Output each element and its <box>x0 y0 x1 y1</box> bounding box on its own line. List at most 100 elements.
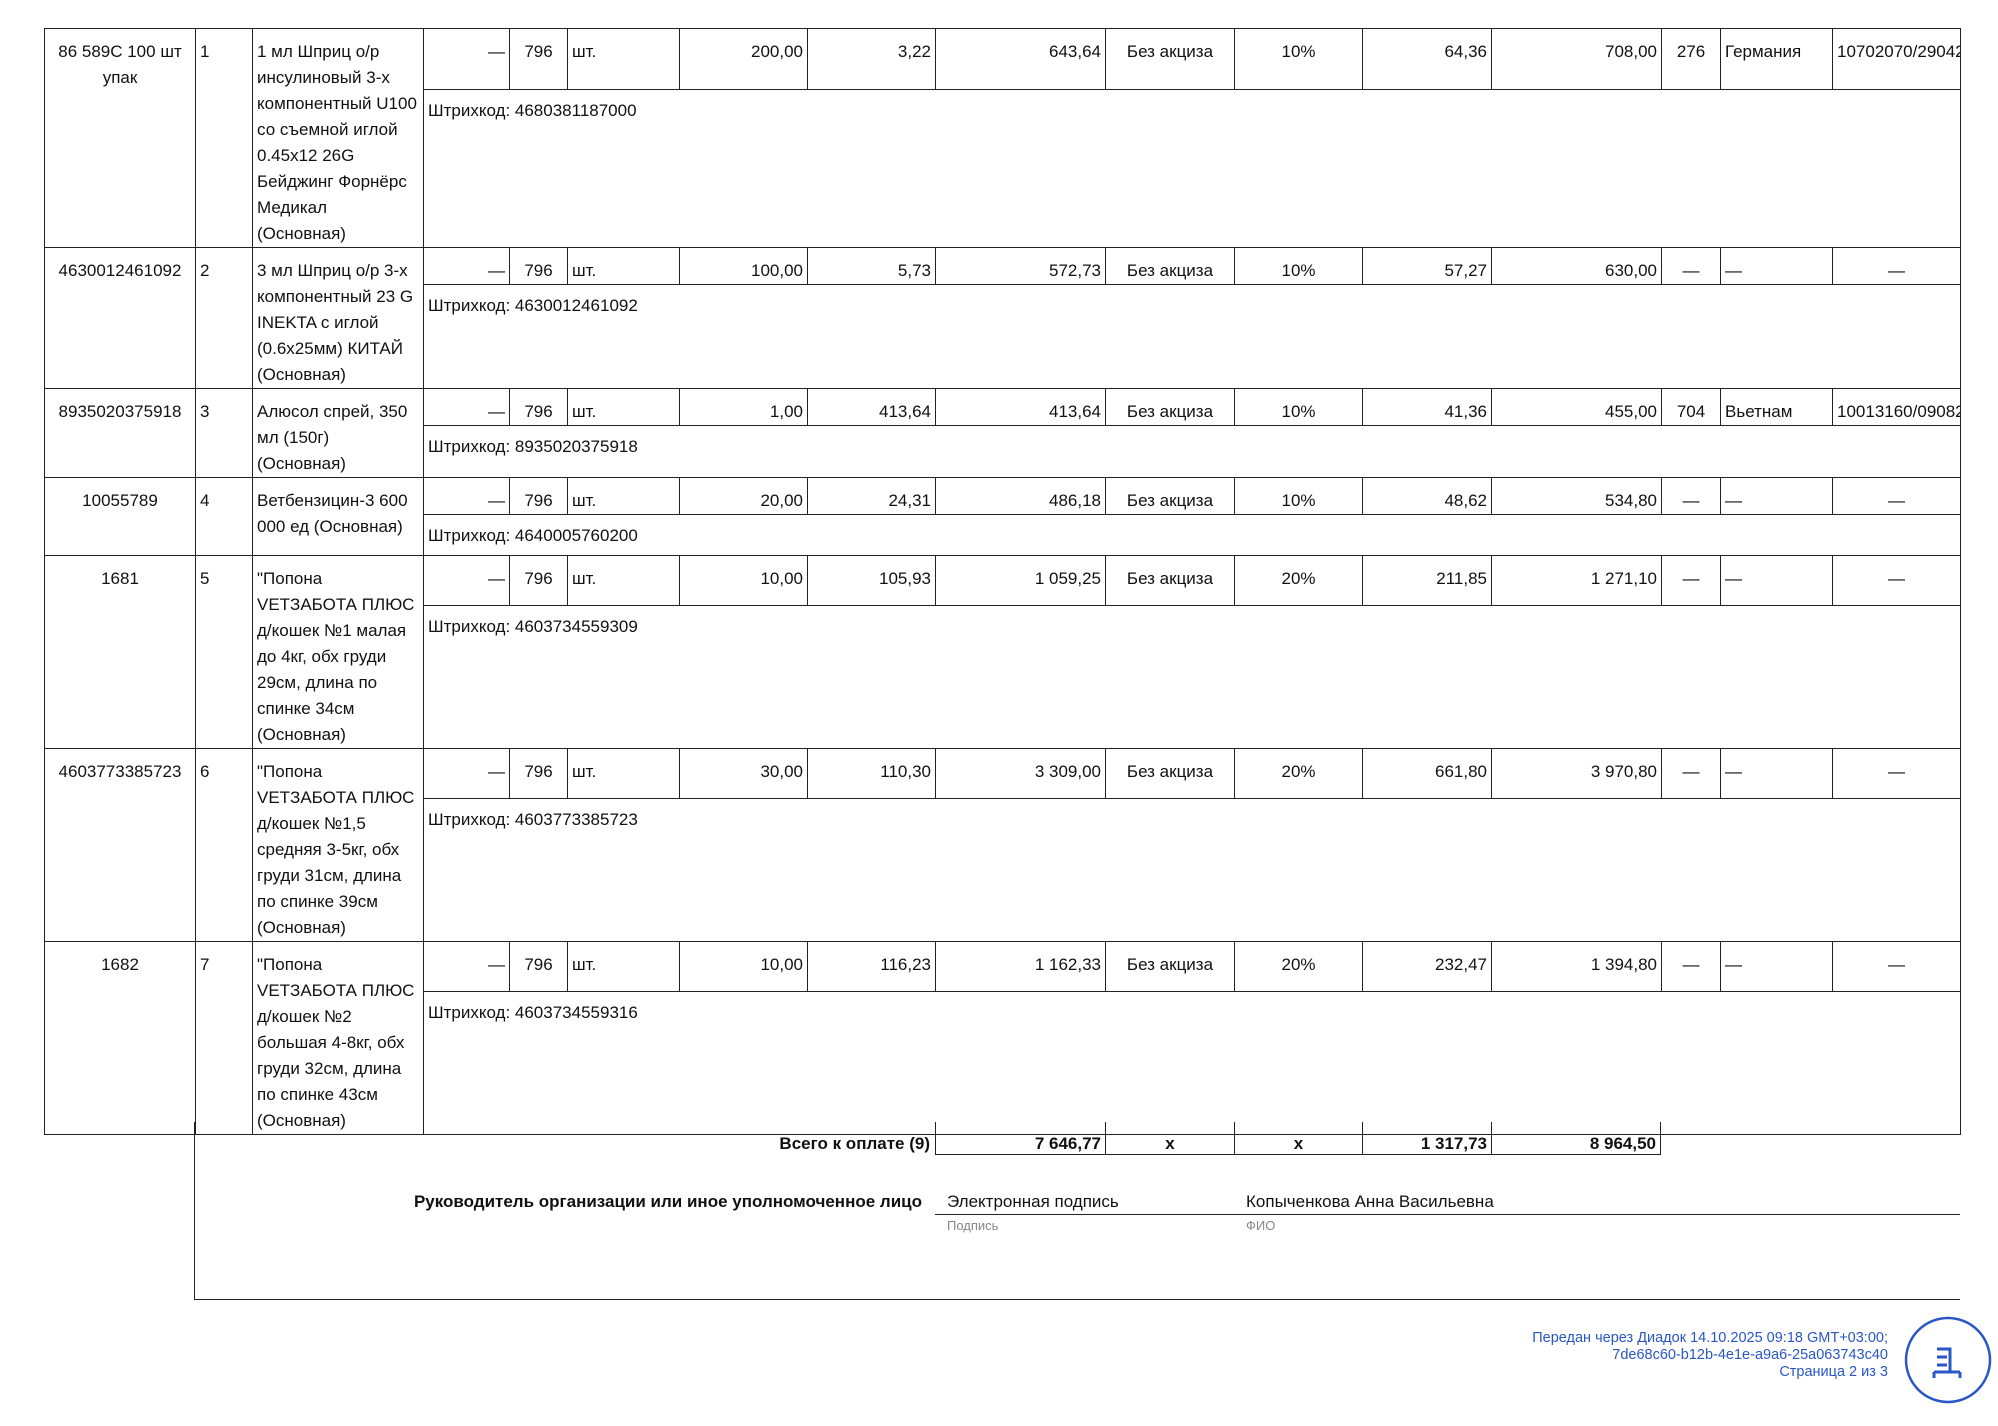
tax-amount: 57,27 <box>1362 247 1492 285</box>
country-code: — <box>1661 247 1721 285</box>
product-name: "Попона VETЗАБОТА ПЛЮС д/кошек №1,5 сред… <box>252 748 424 942</box>
barcode: Штрихкод: 4603734559316 <box>423 991 1961 1135</box>
row-number: 7 <box>195 941 253 1135</box>
totals-tax: 1 317,73 <box>1362 1122 1491 1155</box>
quantity: 100,00 <box>679 247 808 285</box>
excise: Без акциза <box>1105 477 1235 515</box>
country-code: 276 <box>1661 27 1721 91</box>
quantity: 200,00 <box>679 27 808 91</box>
total-with-tax: 3 970,80 <box>1491 747 1662 800</box>
price: 116,23 <box>807 940 936 993</box>
row-number: 4 <box>195 477 253 556</box>
country: Вьетнам <box>1720 388 1833 426</box>
barcode-row: Штрихкод: 4640005760200 <box>45 514 1961 556</box>
excise: Без акциза <box>1105 554 1235 607</box>
quantity: 20,00 <box>679 477 808 515</box>
section-border-left <box>194 1122 195 1300</box>
country-code: — <box>1661 940 1721 993</box>
tax-rate: 10% <box>1234 247 1363 285</box>
section-border-bottom <box>194 1299 1960 1300</box>
unit-code: 796 <box>509 27 568 91</box>
product-code: 8935020375918 <box>44 388 196 478</box>
country: — <box>1720 477 1833 515</box>
unit-code: 796 <box>509 477 568 515</box>
country-code: 704 <box>1661 388 1721 426</box>
customs-declaration: 10702070/290425/5143196 <box>1832 27 1961 91</box>
table-row: 10055789 4 Ветбензицин-3 600 000 ед (Основ… <box>44 477 1961 556</box>
unit-code: 796 <box>509 940 568 993</box>
price: 110,30 <box>807 747 936 800</box>
product-name: "Попона VETЗАБОТА ПЛЮС д/кошек №2 больша… <box>252 941 424 1135</box>
quantity: 10,00 <box>679 554 808 607</box>
diadoc-logo-icon <box>1903 1315 1993 1405</box>
country: — <box>1720 247 1833 285</box>
totals-total: 8 964,50 <box>1491 1122 1661 1155</box>
product-name: 3 мл Шприц о/р 3-х компонентный 23 G INE… <box>252 247 424 389</box>
cost-without-tax: 413,64 <box>935 388 1106 426</box>
product-code: 1681 <box>44 555 196 749</box>
product-code: 4603773385723 <box>44 748 196 942</box>
unit-code: 796 <box>509 554 568 607</box>
table-row: 86 589С 100 шт упак 1 1 мл Шприц о/р инсул… <box>44 27 1961 248</box>
customs-declaration: — <box>1832 554 1961 607</box>
customs-declaration: 10013160/090823/3355123 <box>1832 388 1961 426</box>
cost-without-tax: 486,18 <box>935 477 1106 515</box>
excise: Без акциза <box>1105 940 1235 993</box>
row-number: 1 <box>195 28 253 248</box>
unit: шт. <box>567 247 680 285</box>
footer-transfer: Передан через Диадок 14.10.2025 09:18 GM… <box>1532 1330 1888 1346</box>
signature-value: Электронная подпись <box>947 1192 1119 1211</box>
item-type: — <box>423 940 510 993</box>
tax-rate: 20% <box>1234 554 1363 607</box>
item-type: — <box>423 27 510 91</box>
tax-amount: 661,80 <box>1362 747 1492 800</box>
tax-amount: 41,36 <box>1362 388 1492 426</box>
unit: шт. <box>567 27 680 91</box>
unit-code: 796 <box>509 388 568 426</box>
signature-role: Руководитель организации или иное уполно… <box>413 1192 922 1211</box>
footer-info: Передан через Диадок 14.10.2025 09:18 GM… <box>1532 1330 1888 1381</box>
item-type: — <box>423 388 510 426</box>
barcode: Штрихкод: 4603773385723 <box>423 798 1961 942</box>
quantity: 10,00 <box>679 940 808 993</box>
unit: шт. <box>567 554 680 607</box>
cost-without-tax: 1 059,25 <box>935 554 1106 607</box>
tax-amount: 232,47 <box>1362 940 1492 993</box>
item-type: — <box>423 747 510 800</box>
tax-amount: 211,85 <box>1362 554 1492 607</box>
unit: шт. <box>567 940 680 993</box>
product-code: 1682 <box>44 941 196 1135</box>
quantity: 1,00 <box>679 388 808 426</box>
customs-declaration: — <box>1832 477 1961 515</box>
product-code: 4630012461092 <box>44 247 196 389</box>
quantity: 30,00 <box>679 747 808 800</box>
table-row: 4603773385723 6 "Попона VETЗАБОТА ПЛЮС д/к… <box>44 747 1961 942</box>
customs-declaration: — <box>1832 940 1961 993</box>
totals-label: Всего к оплате (9) <box>779 1134 930 1153</box>
cost-without-tax: 572,73 <box>935 247 1106 285</box>
price: 105,93 <box>807 554 936 607</box>
excise: Без акциза <box>1105 747 1235 800</box>
total-with-tax: 534,80 <box>1491 477 1662 515</box>
price: 5,73 <box>807 247 936 285</box>
barcode-row: Штрихкод: 4603734559309 <box>45 605 1961 749</box>
table-row: 8935020375918 3 Алюсол спрей, 350 мл (150г… <box>44 388 1961 478</box>
product-name: 1 мл Шприц о/р инсулиновый 3-х компонент… <box>252 28 424 248</box>
unit: шт. <box>567 388 680 426</box>
unit: шт. <box>567 747 680 800</box>
row-number: 5 <box>195 555 253 749</box>
row-number: 3 <box>195 388 253 478</box>
name-caption: ФИО <box>1246 1218 1276 1233</box>
barcode-row: Штрихкод: 4680381187000 <box>45 89 1961 248</box>
barcode-row: Штрихкод: 4630012461092 <box>45 284 1961 389</box>
row-number: 6 <box>195 748 253 942</box>
total-with-tax: 1 394,80 <box>1491 940 1662 993</box>
tax-rate: 10% <box>1234 477 1363 515</box>
customs-declaration: — <box>1832 747 1961 800</box>
item-type: — <box>423 247 510 285</box>
unit-code: 796 <box>509 247 568 285</box>
total-with-tax: 1 271,10 <box>1491 554 1662 607</box>
barcode-row: Штрихкод: 4603734559316 <box>45 991 1961 1135</box>
footer-id: 7de68c60-b12b-4e1e-a9a6-25a063743c40 <box>1612 1347 1888 1363</box>
total-with-tax: 708,00 <box>1491 27 1662 91</box>
